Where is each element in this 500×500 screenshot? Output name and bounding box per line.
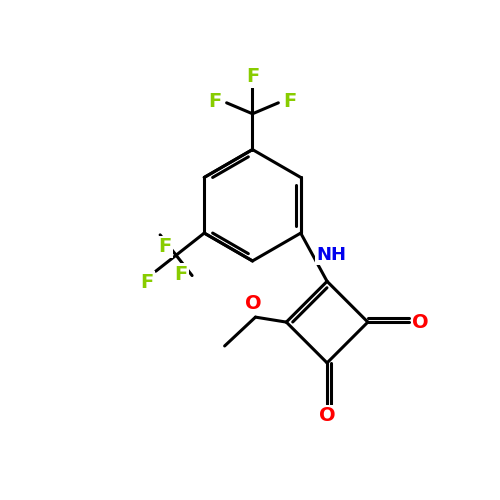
Text: NH: NH <box>316 246 346 264</box>
Text: F: F <box>174 265 188 284</box>
Text: F: F <box>208 92 222 112</box>
Text: O: O <box>412 312 429 332</box>
Text: F: F <box>158 238 172 256</box>
Text: F: F <box>246 68 259 86</box>
Text: O: O <box>244 294 262 312</box>
Text: F: F <box>284 92 297 112</box>
Text: O: O <box>319 406 336 425</box>
Text: F: F <box>140 272 153 291</box>
